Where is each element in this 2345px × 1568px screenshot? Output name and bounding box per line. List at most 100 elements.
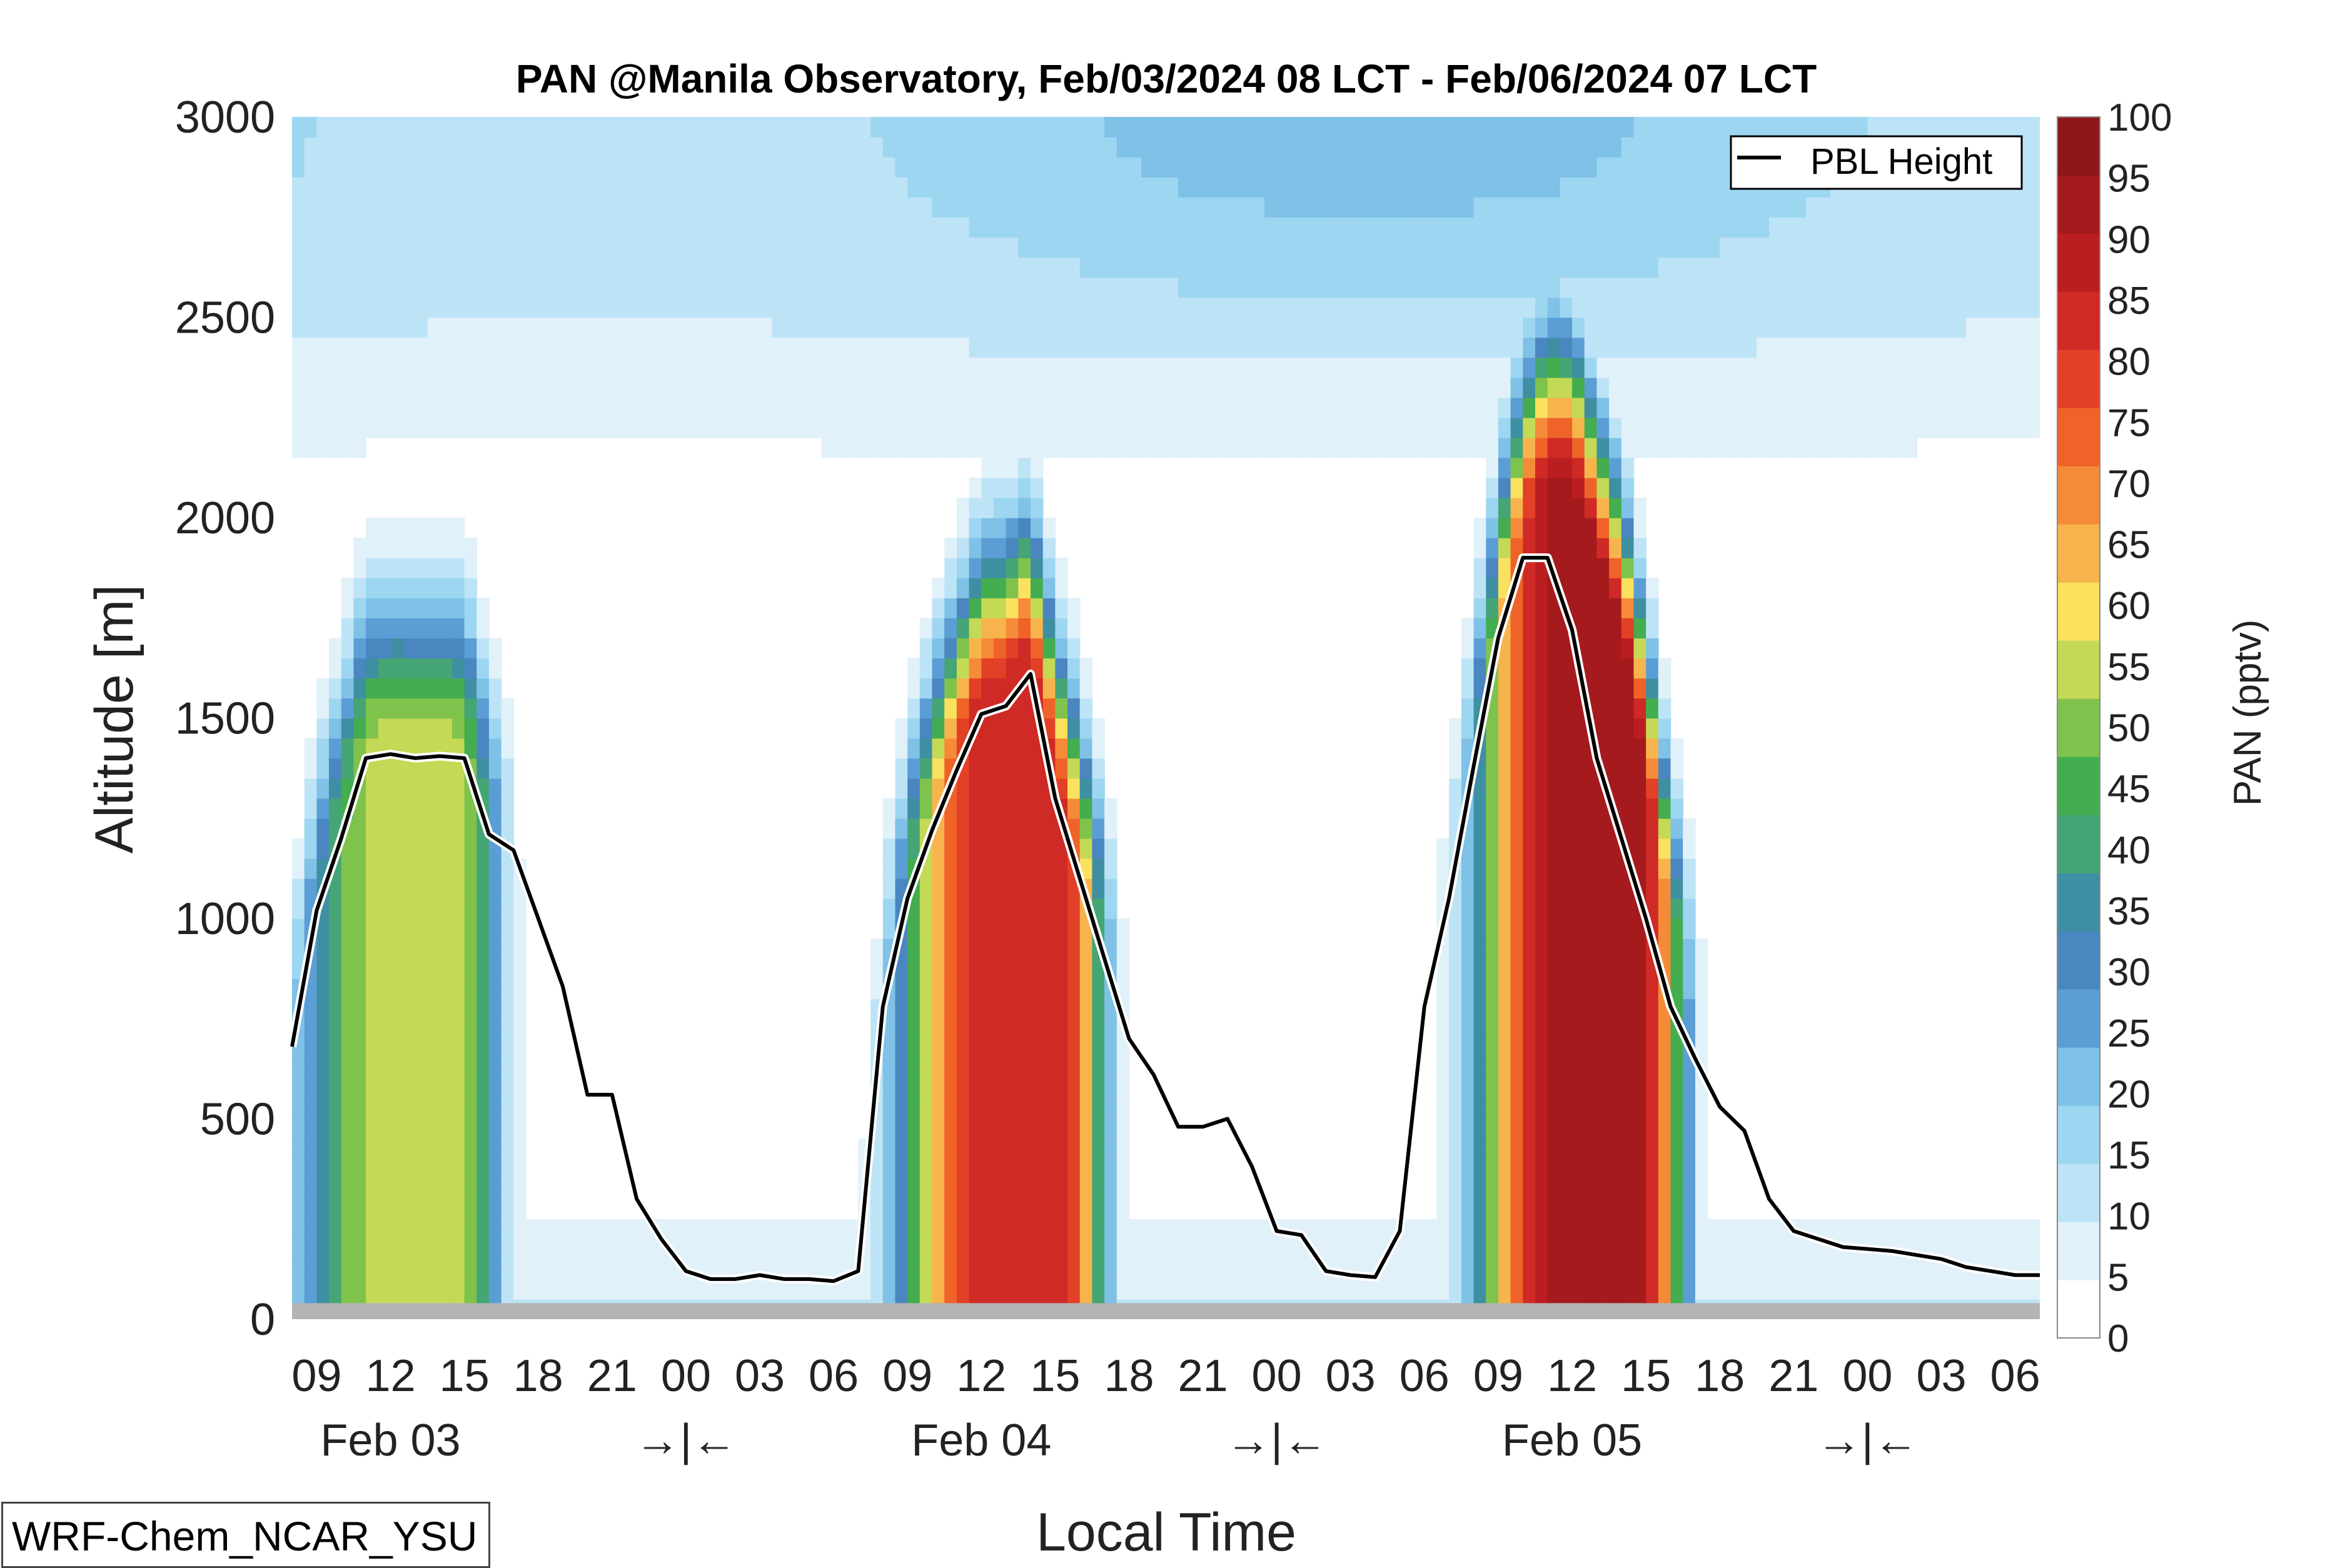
heatmap-cell <box>1646 798 1659 819</box>
heatmap-cell <box>353 578 366 598</box>
heatmap-cell <box>415 798 428 819</box>
heatmap-cell <box>1449 137 1462 158</box>
heatmap-cell <box>464 978 478 999</box>
heatmap-cell <box>993 397 1007 418</box>
heatmap-cell <box>1018 1078 1031 1100</box>
heatmap-cell <box>1190 117 1204 138</box>
heatmap-cell <box>1498 838 1511 859</box>
heatmap-cell <box>1830 437 1843 458</box>
heatmap-cell <box>895 978 908 999</box>
heatmap-cell <box>378 778 391 799</box>
heatmap-cell <box>1535 538 1548 558</box>
heatmap-cell <box>1412 437 1425 458</box>
heatmap-cell <box>1954 237 1967 258</box>
heatmap-cell <box>1092 397 1105 418</box>
heatmap-cell <box>932 1058 945 1080</box>
heatmap-cell <box>1055 1078 1068 1100</box>
heatmap-cell <box>1239 257 1253 278</box>
heatmap-cell <box>1781 317 1795 338</box>
heatmap-cell <box>1252 357 1265 378</box>
heatmap-cell <box>1006 738 1019 759</box>
heatmap-cell <box>1486 137 1499 158</box>
heatmap-cell <box>353 598 366 618</box>
heatmap-cell <box>1670 117 1683 138</box>
heatmap-cell <box>648 197 662 218</box>
heatmap-cell <box>1092 1279 1105 1300</box>
heatmap-cell <box>1572 357 1585 378</box>
heatmap-cell <box>563 177 576 198</box>
heatmap-cell <box>1560 798 1573 819</box>
heatmap-cell <box>378 217 391 238</box>
heatmap-cell <box>1399 377 1413 398</box>
heatmap-cell <box>1609 1179 1622 1200</box>
heatmap-cell <box>403 538 416 558</box>
heatmap-cell <box>895 1018 908 1040</box>
heatmap-cell <box>1042 1018 1056 1040</box>
heatmap-cell <box>1375 437 1388 458</box>
heatmap-cell <box>415 1098 428 1120</box>
heatmap-cell <box>882 417 896 438</box>
heatmap-cell <box>403 838 416 859</box>
heatmap-cell <box>378 538 391 558</box>
heatmap-cell <box>1917 1219 1930 1240</box>
heatmap-cell <box>415 678 428 699</box>
heatmap-cell <box>1658 798 1672 819</box>
heatmap-cell <box>969 518 982 538</box>
heatmap-cell <box>1929 217 1942 238</box>
heatmap-cell <box>907 317 920 338</box>
heatmap-cell <box>685 1239 699 1260</box>
heatmap-cell <box>1473 1018 1487 1040</box>
heatmap-cell <box>821 357 834 378</box>
heatmap-cell <box>353 357 366 378</box>
heatmap-cell <box>1055 1098 1068 1120</box>
heatmap-cell <box>1338 1279 1351 1300</box>
heatmap-cell <box>292 938 305 959</box>
heatmap-cell <box>1412 417 1425 438</box>
heatmap-cell <box>797 1219 810 1240</box>
heatmap-cell <box>403 1219 416 1240</box>
heatmap-cell <box>1633 217 1647 238</box>
heatmap-cell <box>1683 938 1696 959</box>
heatmap-cell <box>538 137 552 158</box>
heatmap-cell <box>1510 818 1524 839</box>
heatmap-cell <box>919 237 933 258</box>
heatmap-cell <box>1510 1179 1524 1200</box>
heatmap-cell <box>390 558 403 578</box>
heatmap-cell <box>1572 1259 1585 1280</box>
heatmap-cell <box>451 618 465 639</box>
heatmap-cell <box>1153 1239 1167 1260</box>
heatmap-cell <box>1338 397 1351 418</box>
heatmap-cell <box>1523 618 1536 639</box>
heatmap-cell <box>1129 137 1142 158</box>
heatmap-cell <box>1965 377 1979 398</box>
heatmap-cell <box>1215 337 1228 358</box>
heatmap-cell <box>1424 1259 1438 1280</box>
heatmap-cell <box>1510 498 1524 518</box>
heatmap-cell <box>1203 197 1216 218</box>
heatmap-cell <box>944 357 957 378</box>
heatmap-cell <box>1510 938 1524 959</box>
heatmap-cell <box>440 157 453 178</box>
heatmap-cell <box>1129 317 1142 338</box>
heatmap-cell <box>1547 618 1561 639</box>
heatmap-cell <box>772 257 785 278</box>
heatmap-cell <box>981 1038 994 1060</box>
heatmap-cell <box>1399 1279 1413 1300</box>
heatmap-cell <box>304 1058 318 1080</box>
heatmap-cell <box>870 297 884 318</box>
heatmap-cell <box>1067 217 1081 238</box>
heatmap-cell <box>993 1118 1007 1140</box>
heatmap-cell <box>1510 718 1524 739</box>
heatmap-cell <box>600 417 613 438</box>
heatmap-cell <box>932 718 945 739</box>
heatmap-cell <box>845 237 859 258</box>
heatmap-cell <box>1031 838 1044 859</box>
heatmap-cell <box>1510 1058 1524 1080</box>
heatmap-cell <box>366 1138 379 1160</box>
heatmap-cell <box>772 337 785 358</box>
heatmap-cell <box>1301 197 1314 218</box>
heatmap-cell <box>341 1179 355 1200</box>
heatmap-cell <box>501 237 515 258</box>
heatmap-cell <box>1461 197 1475 218</box>
heatmap-cell <box>1510 157 1524 178</box>
